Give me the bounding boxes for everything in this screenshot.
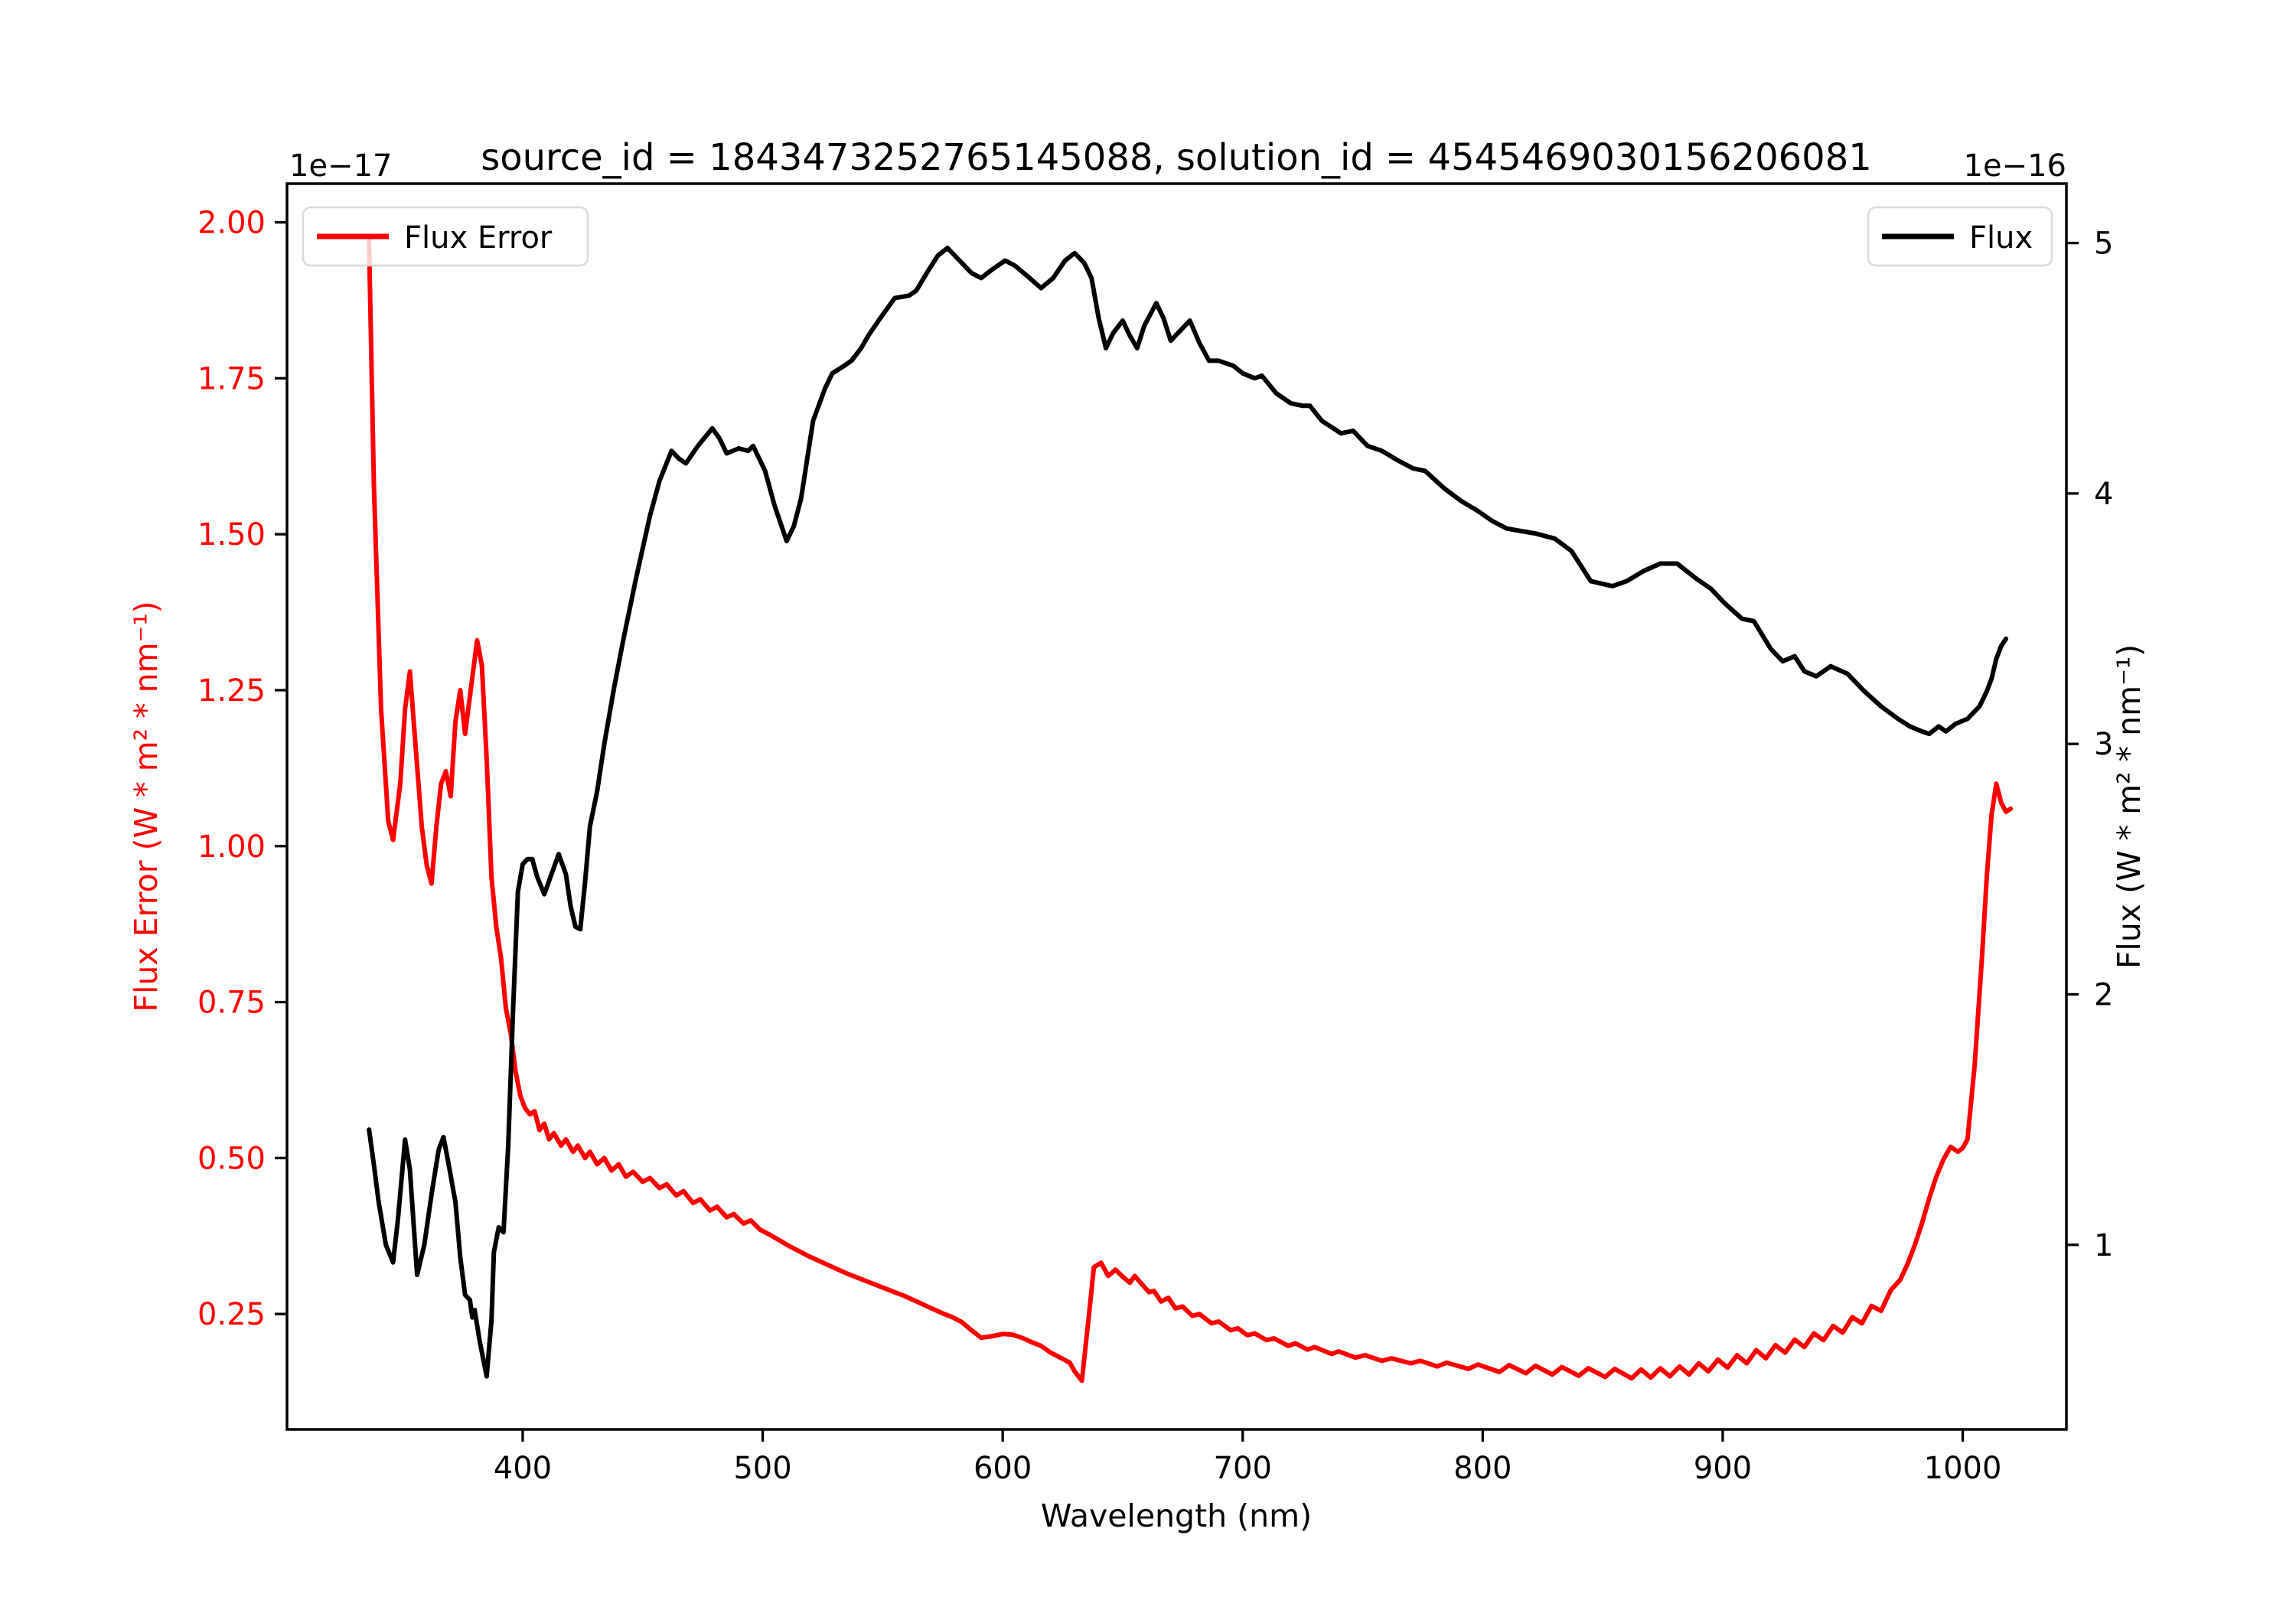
left-y-tick-label: 1.25 [197,673,266,709]
x-axis-ticks: 400 500 600 700 800 900 1000 [494,1429,2002,1486]
x-tick-label: 400 [494,1451,552,1486]
x-tick-label: 600 [974,1451,1032,1486]
right-y-tick-label: 1 [2094,1228,2113,1263]
right-y-axis-label: Flux (W * m² * nm⁻¹) [2111,644,2148,969]
legend-flux-error-box [302,206,589,267]
legend-flux-label: Flux [1969,220,2033,256]
legend-flux: Flux [1867,206,2053,267]
left-y-tick-label: 0.25 [197,1297,266,1332]
left-y-tick-label: 1.50 [197,517,266,552]
left-y-axis-label: Flux Error (W * m² * nm⁻¹) [128,601,165,1012]
left-y-tick-label: 1.75 [197,361,266,396]
x-tick-label: 500 [733,1451,791,1486]
x-tick-label: 900 [1694,1451,1752,1486]
right-y-tick-label: 4 [2094,477,2113,512]
right-y-tick-label: 5 [2094,227,2113,262]
left-y-tick-label: 2.00 [197,206,266,241]
legend-flux-error: Flux Error [302,206,589,267]
x-tick-label: 1000 [1924,1451,2002,1486]
x-axis-label: Wavelength (nm) [1041,1498,1312,1534]
left-y-axis-ticks: 2.00 1.75 1.50 1.25 1.00 0.75 0.50 0.25 [197,206,287,1332]
left-y-tick-label: 0.50 [197,1141,266,1176]
left-y-tick-label: 0.75 [197,986,266,1021]
right-y-tick-label: 3 [2094,727,2113,762]
right-axis-offset-text: 1e−16 [1964,148,2066,184]
flux-error-line [367,239,2014,1383]
series-group [367,239,2014,1383]
legend-flux-error-label: Flux Error [404,220,553,256]
right-y-tick-label: 2 [2094,977,2113,1012]
flux-line [367,246,2008,1379]
x-tick-label: 700 [1214,1451,1272,1486]
legend-flux-box [1867,206,2053,267]
plot-area [285,182,2068,1431]
x-tick-label: 800 [1453,1451,1512,1486]
left-axis-offset-text: 1e−17 [289,148,392,184]
right-y-axis-ticks: 5 4 3 2 1 [2066,227,2113,1263]
left-y-tick-label: 1.00 [197,829,266,865]
chart-title: source_id = 1843473252765145088, solutio… [481,136,1872,179]
